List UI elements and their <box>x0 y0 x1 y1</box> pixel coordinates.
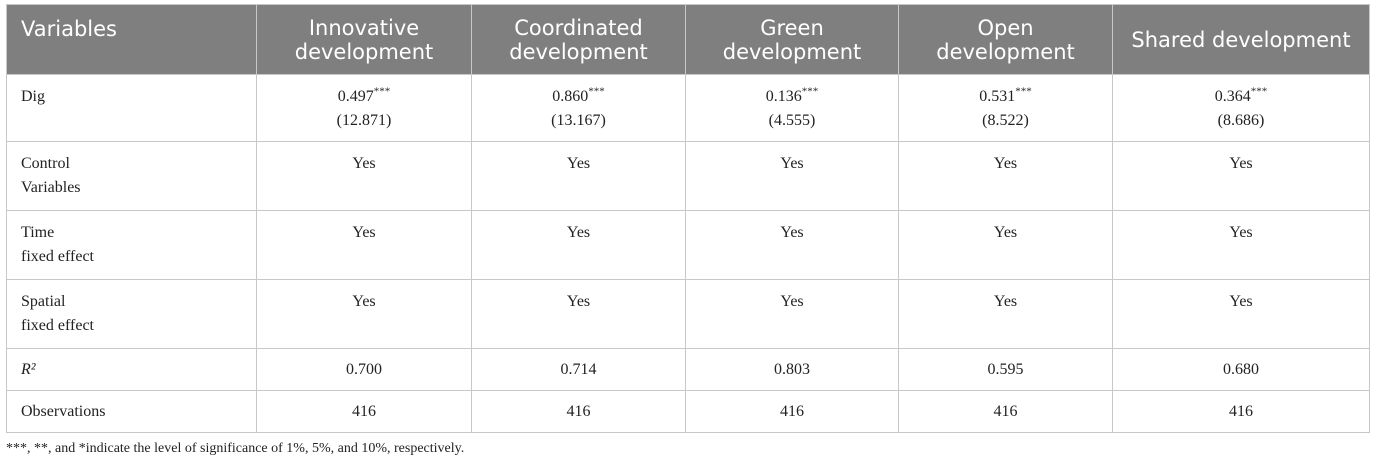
cell: 416 <box>256 390 472 433</box>
table-row: Dig 0.497*** (12.871) 0.860*** (13.167) 0.1… <box>6 74 1370 142</box>
table-row: Time fixed effect Yes Yes Yes Yes Yes <box>6 210 1370 280</box>
cell: 0.803 <box>685 348 899 391</box>
cell: Yes <box>256 279 472 349</box>
cell: 0.714 <box>471 348 686 391</box>
header-row: Variables Innovative development Coordinat… <box>6 4 1370 75</box>
cell: Yes <box>685 141 899 211</box>
cell: Yes <box>685 279 899 349</box>
t-statistic: (13.167) <box>551 112 606 129</box>
column-header: Shared development <box>1112 4 1370 75</box>
column-header: Green development <box>685 4 899 75</box>
cell: Yes <box>1112 279 1370 349</box>
cell: Yes <box>471 141 686 211</box>
cell: Yes <box>256 141 472 211</box>
t-statistic: (12.871) <box>336 112 392 129</box>
significance-stars: *** <box>801 85 819 98</box>
significance-stars: *** <box>588 85 605 98</box>
column-header: Innovative development <box>256 4 472 75</box>
table-row: Control Variables Yes Yes Yes Yes Yes <box>6 141 1370 211</box>
cell: 416 <box>898 390 1113 433</box>
row-label: Observations <box>6 390 257 433</box>
cell: 0.680 <box>1112 348 1370 391</box>
cell: Yes <box>685 210 899 280</box>
significance-stars: *** <box>1015 85 1032 98</box>
cell: Yes <box>256 210 472 280</box>
coefficient: 0.531 <box>979 88 1016 105</box>
column-header: Variables <box>6 4 257 75</box>
cell: 0.595 <box>898 348 1113 391</box>
cell: 416 <box>471 390 686 433</box>
column-header: Coordinated development <box>471 4 686 75</box>
table-row: Observations 416 416 416 416 416 <box>6 390 1370 433</box>
coefficient-cell: 0.136*** (4.555) <box>685 74 899 142</box>
t-statistic: (8.686) <box>1217 112 1265 129</box>
coefficient: 0.136 <box>765 88 802 105</box>
results-table: Variables Innovative development Coordinat… <box>6 4 1370 433</box>
coefficient: 0.364 <box>1214 88 1251 105</box>
cell: Yes <box>898 279 1113 349</box>
table-body: Dig 0.497*** (12.871) 0.860*** (13.167) 0.1… <box>6 74 1370 433</box>
cell: Yes <box>898 141 1113 211</box>
cell: Yes <box>1112 210 1370 280</box>
cell: Yes <box>471 210 686 280</box>
column-header: Open development <box>898 4 1113 75</box>
cell: 416 <box>685 390 899 433</box>
footnote: ***, **, and *indicate the level of sign… <box>6 441 465 456</box>
significance-stars: *** <box>1250 85 1268 98</box>
coefficient: 0.497 <box>337 88 374 105</box>
cell: Yes <box>1112 141 1370 211</box>
coefficient-cell: 0.364*** (8.686) <box>1112 74 1370 142</box>
t-statistic: (8.522) <box>982 112 1029 129</box>
coefficient-cell: 0.531*** (8.522) <box>898 74 1113 142</box>
significance-stars: *** <box>373 85 391 98</box>
row-label: Control Variables <box>6 141 257 211</box>
coefficient-cell: 0.860*** (13.167) <box>471 74 686 142</box>
table-row: Spatial fixed effect Yes Yes Yes Yes Yes <box>6 279 1370 349</box>
table-row: R² 0.700 0.714 0.803 0.595 0.680 <box>6 348 1370 391</box>
t-statistic: (4.555) <box>768 112 816 129</box>
row-label: Time fixed effect <box>6 210 257 280</box>
coefficient: 0.860 <box>552 88 589 105</box>
cell: 416 <box>1112 390 1370 433</box>
cell: 0.700 <box>256 348 472 391</box>
cell: Yes <box>471 279 686 349</box>
row-label: Spatial fixed effect <box>6 279 257 349</box>
row-label: R² <box>6 348 257 391</box>
row-label: Dig <box>6 74 257 142</box>
cell: Yes <box>898 210 1113 280</box>
coefficient-cell: 0.497*** (12.871) <box>256 74 472 142</box>
